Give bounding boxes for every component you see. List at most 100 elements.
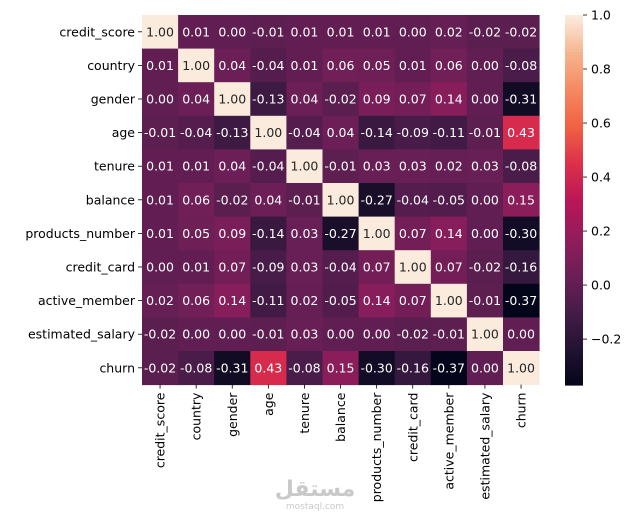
x-tick-label: credit_score [153, 392, 168, 468]
y-tick-label: credit_card [66, 260, 135, 275]
cell-annotation: 0.00 [146, 92, 174, 107]
colorbar-segment [565, 344, 583, 349]
heatmap-cell [178, 48, 215, 83]
colorbar-segment [565, 193, 583, 198]
heatmap-cell [142, 149, 179, 184]
cell-annotation: 0.04 [291, 92, 319, 107]
colorbar-tick-label: 0.8 [591, 62, 611, 77]
cell-annotation: -0.02 [469, 260, 501, 275]
colorbar-segment [565, 317, 583, 321]
heatmap-cell [466, 317, 504, 352]
watermark-logo: مستقل mostaql.com [270, 478, 360, 513]
cell-annotation: -0.04 [252, 159, 284, 174]
colorbar-segment [565, 15, 583, 19]
cell-annotation: 0.00 [471, 92, 499, 107]
colorbar-segment [565, 89, 583, 93]
heatmap-cell [466, 48, 504, 83]
colorbar-segment [565, 82, 583, 87]
cell-annotation: -0.14 [360, 125, 392, 140]
colorbar-segment [565, 92, 583, 96]
heatmap-cell [430, 216, 468, 251]
heatmap-cell [430, 82, 468, 117]
x-tick-label: active_member [441, 392, 456, 490]
cell-annotation: -0.08 [180, 360, 212, 375]
cell-annotation: -0.31 [505, 92, 537, 107]
cell-annotation: 0.00 [507, 327, 535, 342]
x-tick-label: credit_card [405, 393, 420, 462]
heatmap-cell [394, 250, 432, 285]
heatmap-cell [178, 351, 215, 386]
heatmap-cell [466, 15, 504, 50]
cell-annotation: 1.00 [146, 24, 174, 39]
colorbar-segment [565, 320, 583, 324]
colorbar-tick-label: 0.0 [591, 278, 611, 293]
heatmap-cell [214, 351, 251, 386]
colorbar-segment [565, 243, 583, 247]
cell-annotation: 0.02 [435, 159, 463, 174]
colorbar-tick-label: 0.4 [591, 170, 611, 185]
heatmap-cell [430, 183, 468, 218]
colorbar-segment [565, 55, 583, 59]
colorbar-segment [565, 42, 583, 47]
heatmap-cell [178, 15, 215, 50]
cell-annotation: -0.27 [360, 192, 392, 207]
colorbar-segment [565, 372, 583, 377]
heatmap-cell [286, 351, 323, 386]
colorbar-segment [565, 36, 583, 41]
colorbar-segment [565, 212, 583, 217]
cell-annotation: -0.02 [397, 327, 429, 342]
heatmap-cell [142, 48, 179, 83]
heatmap-cell [394, 183, 432, 218]
colorbar-segment [565, 101, 583, 106]
heatmap-cell [214, 250, 251, 285]
cell-annotation: -0.01 [324, 159, 356, 174]
heatmap-cell [466, 82, 504, 117]
heatmap-cell [430, 317, 468, 352]
heatmap-cell [322, 115, 360, 150]
cell-annotation: 0.00 [182, 327, 210, 342]
colorbar-segment [565, 203, 583, 207]
heatmap-cell [394, 82, 432, 117]
colorbar-segment [565, 215, 583, 220]
heatmap-cell [358, 115, 396, 150]
cell-annotation: 0.00 [471, 226, 499, 241]
heatmap-cell [466, 216, 504, 251]
y-tick-label: products_number [25, 226, 135, 241]
heatmap-cell [286, 149, 323, 184]
heatmap-cell [142, 82, 179, 117]
colorbar-segment [565, 298, 583, 303]
colorbar-segment [565, 329, 583, 334]
colorbar-segment [565, 21, 583, 25]
colorbar-segment [565, 301, 583, 306]
cell-annotation: 0.00 [471, 58, 499, 73]
heatmap-cell [394, 48, 432, 83]
cell-annotation: 0.00 [218, 327, 246, 342]
heatmap-cell [322, 15, 360, 50]
colorbar-segment [565, 135, 583, 139]
heatmap-cell [214, 149, 251, 184]
colorbar-segment [565, 196, 583, 201]
colorbar-segment [565, 39, 583, 44]
cell-annotation: 0.00 [399, 24, 427, 39]
y-tick-label: gender [91, 92, 136, 107]
heatmap-cell [503, 15, 540, 50]
cell-annotation: 0.00 [471, 360, 499, 375]
colorbar-segment [565, 144, 583, 149]
heatmap-cell [394, 317, 432, 352]
colorbar-segment [565, 30, 583, 35]
cell-annotation: -0.02 [469, 24, 501, 39]
cell-annotation: -0.04 [288, 125, 320, 140]
cell-annotation: 0.07 [218, 260, 246, 275]
heatmap-cell [394, 351, 432, 386]
heatmap-cell [466, 115, 504, 150]
x-tick-label: churn [514, 393, 529, 429]
colorbar-segment [565, 175, 583, 180]
colorbar-segment [565, 338, 583, 343]
cell-annotation: 1.00 [363, 226, 391, 241]
heatmap-cell [214, 82, 251, 117]
heatmap-cell [430, 15, 468, 50]
colorbar-tick-label: 0.6 [591, 116, 611, 131]
heatmap-cell [178, 216, 215, 251]
heatmap-cell [503, 183, 540, 218]
